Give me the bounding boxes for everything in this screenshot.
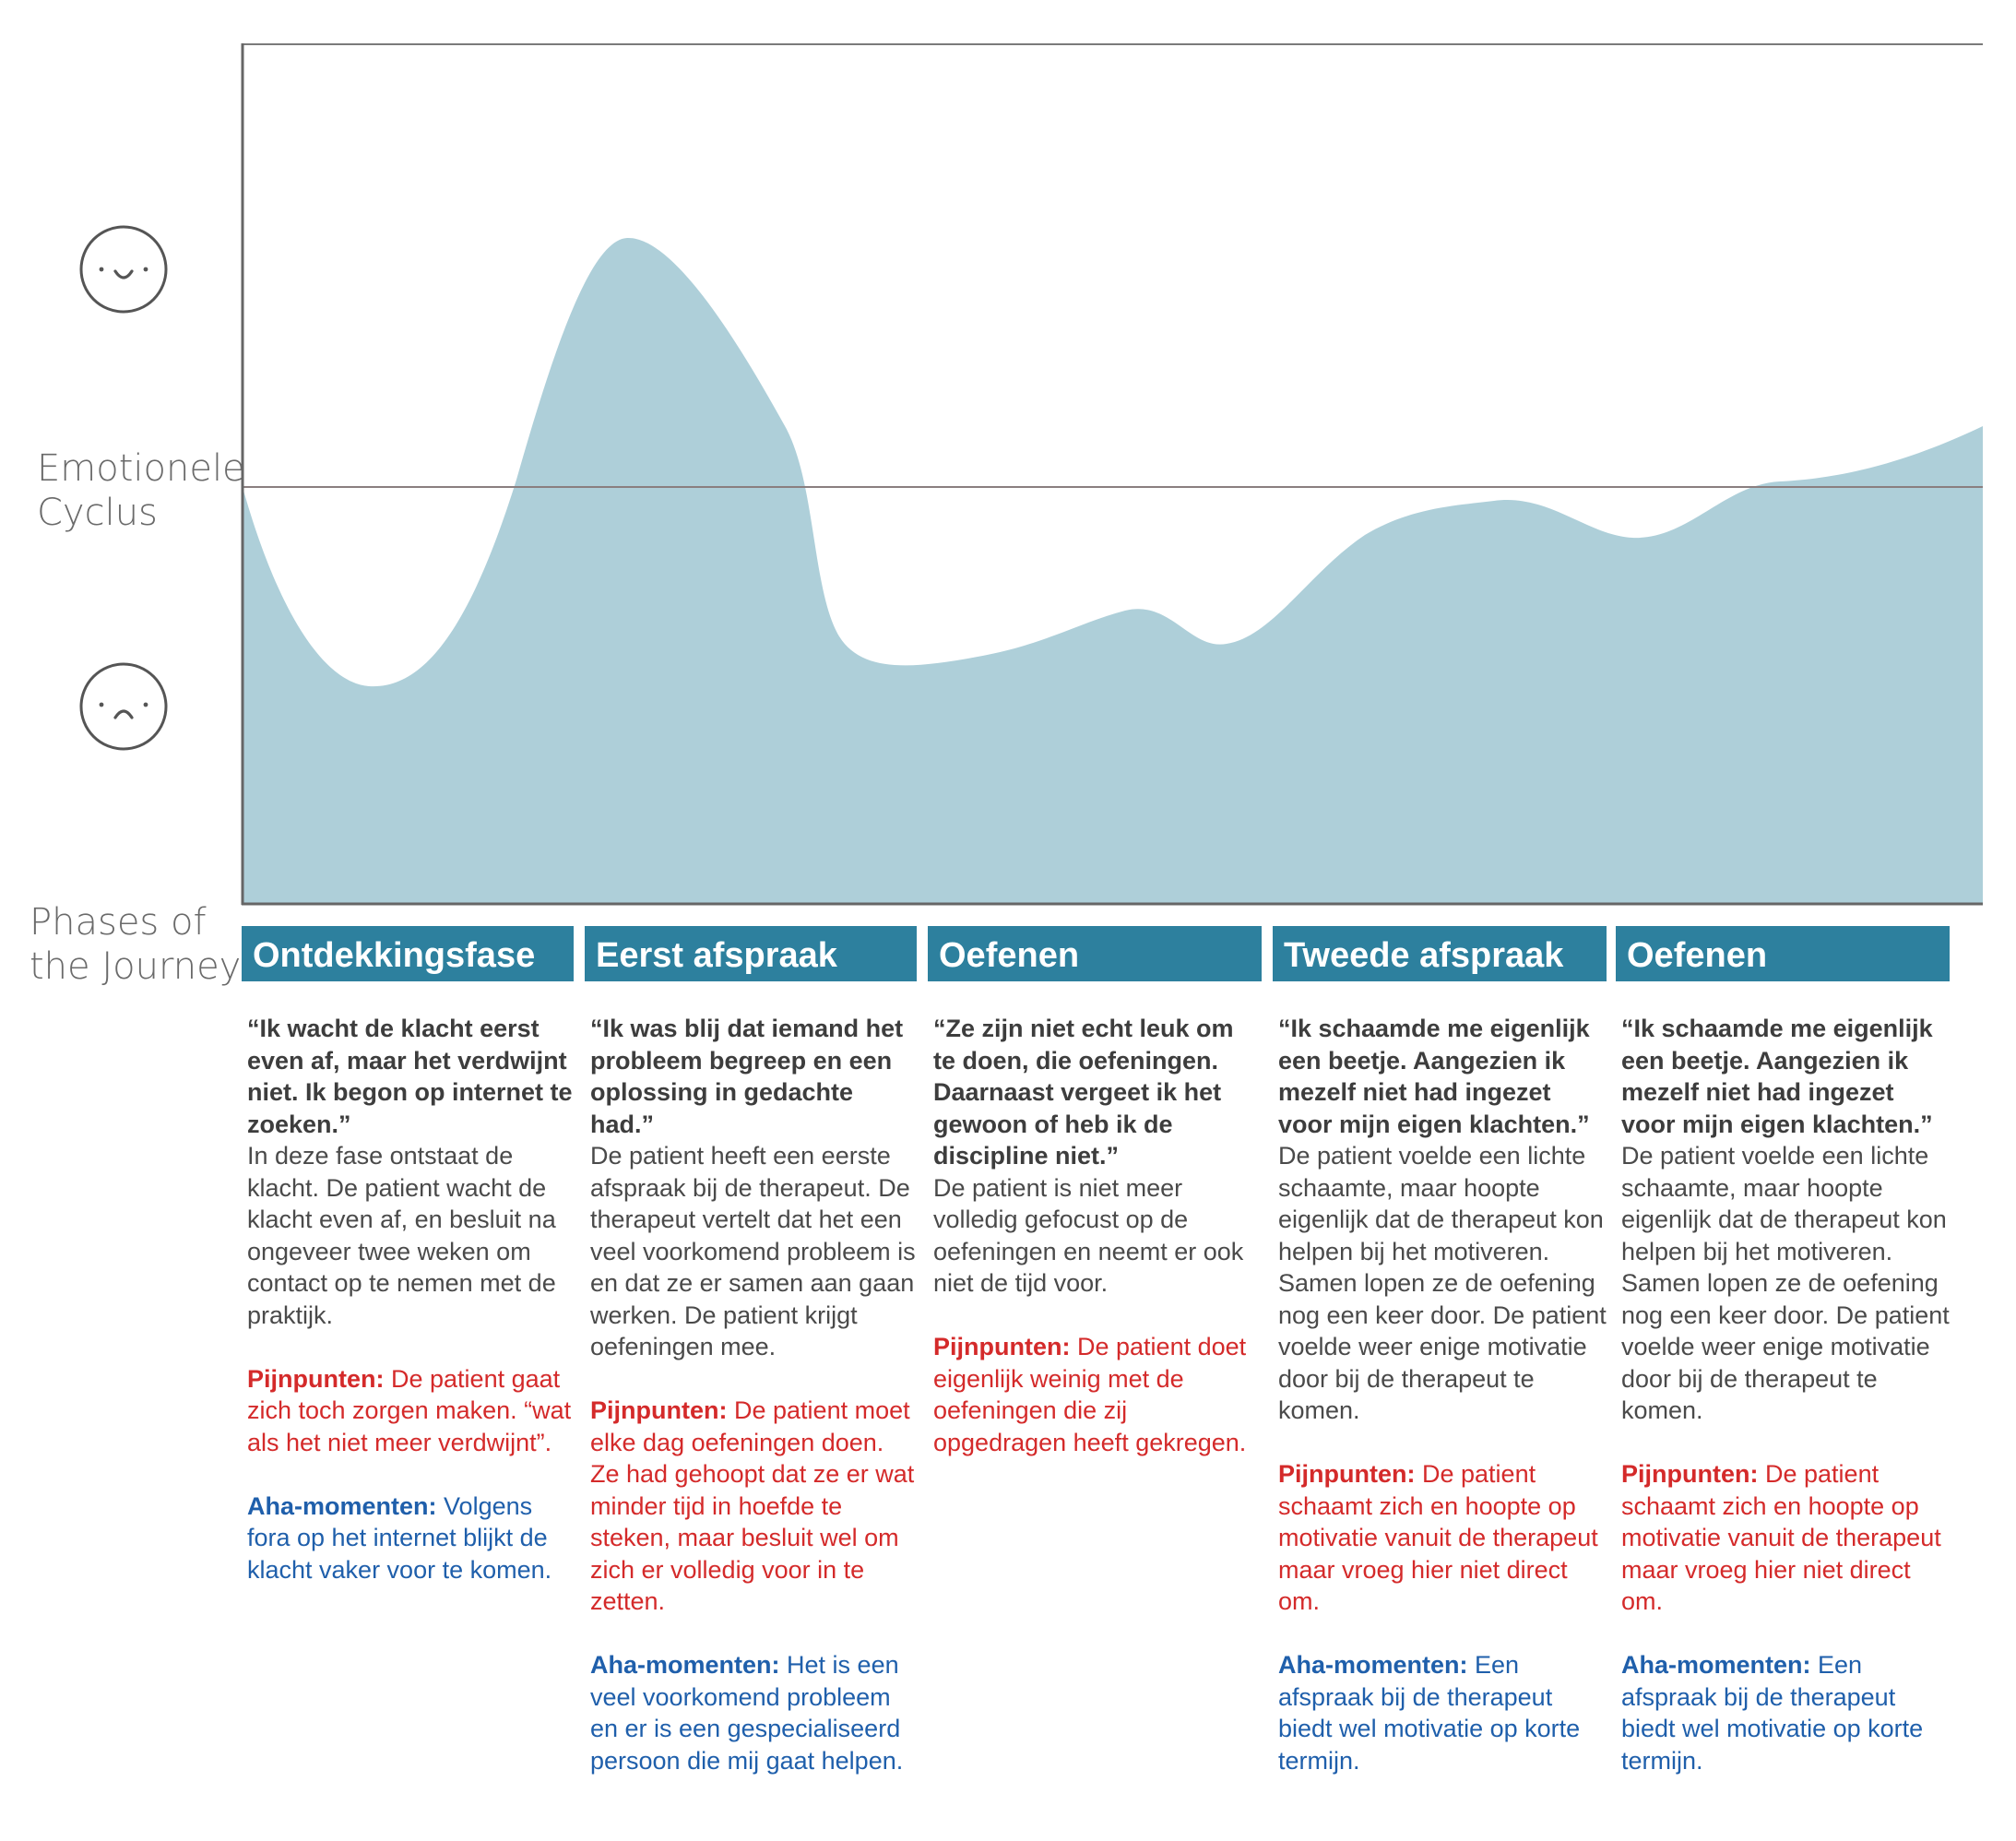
smiley-face-icon (79, 225, 168, 314)
aha-moments-label: Aha-momenten: (1278, 1651, 1468, 1679)
phase-quote: “Ik schaamde me eigenlijk een beetje. Aa… (1278, 1015, 1590, 1138)
phase-quote: “Ik was blij dat iemand het probleem beg… (590, 1015, 904, 1138)
phase-title: Oefenen (928, 926, 1262, 981)
phase-column-oefenen: Oefenen “Ze zijn niet echt leuk om te do… (928, 926, 1262, 1458)
phases-label: Phases of the Journey (30, 901, 242, 988)
phase-title: Tweede afspraak (1273, 926, 1607, 981)
phase-title: Eerst afspraak (585, 926, 917, 981)
pain-points: Pijnpunten: De patient moet elke dag oef… (590, 1395, 917, 1618)
phase-description: De patient voelde een lichte schaamte, m… (1278, 1142, 1607, 1424)
pain-points-text: De patient moet elke dag oefeningen doen… (590, 1396, 915, 1615)
sad-face-icon (79, 662, 168, 751)
aha-moments: Aha-momenten: Een afspraak bij de therap… (1621, 1649, 1950, 1776)
emotional-cycle-label: Emotionele Cyclus (37, 447, 245, 534)
aha-moments-label: Aha-momenten: (1621, 1651, 1811, 1679)
aha-moments-label: Aha-momenten: (590, 1651, 780, 1679)
aha-moments-label: Aha-momenten: (247, 1491, 437, 1520)
pain-points-text: De patient doet eigenlijk weinig met de … (933, 1333, 1247, 1456)
emotion-curve-area (243, 237, 1983, 904)
phase-title: Ontdekkingsfase (242, 926, 574, 981)
emotional-cycle-chart (241, 43, 1983, 906)
phase-column-oefenen-2: Oefenen “Ik schaamde me eigenlijk een be… (1616, 926, 1950, 1776)
phase-column-ontdekkingsfase: Ontdekkingsfase “Ik wacht de klacht eers… (242, 926, 574, 1586)
pain-points-label: Pijnpunten: (1278, 1460, 1416, 1488)
phase-quote: “Ze zijn niet echt leuk om te doen, die … (933, 1015, 1234, 1170)
pain-points: Pijnpunten: De patient gaat zich toch zo… (247, 1363, 574, 1459)
aha-moments-text: Een afspraak bij de therapeut biedt wel … (1278, 1651, 1581, 1775)
pain-points-text: De patient schaamt zich en hoopte op mot… (1621, 1460, 1941, 1615)
phase-quote: “Ik schaamde me eigenlijk een beetje. Aa… (1621, 1015, 1933, 1138)
pain-points: Pijnpunten: De patient schaamt zich en h… (1278, 1458, 1607, 1618)
pain-points-label: Pijnpunten: (590, 1396, 728, 1424)
phase-column-tweede-afspraak: Tweede afspraak “Ik schaamde me eigenlij… (1273, 926, 1607, 1776)
pain-points: Pijnpunten: De patient doet eigenlijk we… (933, 1331, 1262, 1458)
aha-moments: Aha-momenten: Het is een veel voorkomend… (590, 1649, 917, 1776)
aha-moments: Aha-momenten: Een afspraak bij de therap… (1278, 1649, 1607, 1776)
pain-points-label: Pijnpunten: (247, 1364, 385, 1393)
pain-points-text: De patient gaat zich toch zorgen maken. … (247, 1364, 572, 1456)
pain-points-text: De patient schaamt zich en hoopte op mot… (1278, 1460, 1598, 1615)
pain-points-label: Pijnpunten: (1621, 1460, 1759, 1488)
pain-points: Pijnpunten: De patient schaamt zich en h… (1621, 1458, 1950, 1618)
aha-moments-text: Volgens fora op het internet blijkt de k… (247, 1491, 552, 1584)
phase-title: Oefenen (1616, 926, 1950, 981)
phase-column-eerst-afspraak: Eerst afspraak “Ik was blij dat iemand h… (585, 926, 917, 1776)
phase-quote: “Ik wacht de klacht eerst even af, maar … (247, 1015, 573, 1138)
pain-points-label: Pijnpunten: (933, 1333, 1071, 1360)
phase-description: In deze fase ontstaat de klacht. De pati… (247, 1142, 556, 1329)
phase-description: De patient heeft een eerste afspraak bij… (590, 1142, 916, 1360)
aha-moments-text: Het is een veel voorkomend probleem en e… (590, 1651, 904, 1775)
aha-moments: Aha-momenten: Volgens fora op het intern… (247, 1491, 574, 1586)
aha-moments-text: Een afspraak bij de therapeut biedt wel … (1621, 1651, 1924, 1775)
phase-description: De patient voelde een lichte schaamte, m… (1621, 1142, 1950, 1424)
phase-description: De patient is niet meer volledig gefocus… (933, 1173, 1244, 1298)
